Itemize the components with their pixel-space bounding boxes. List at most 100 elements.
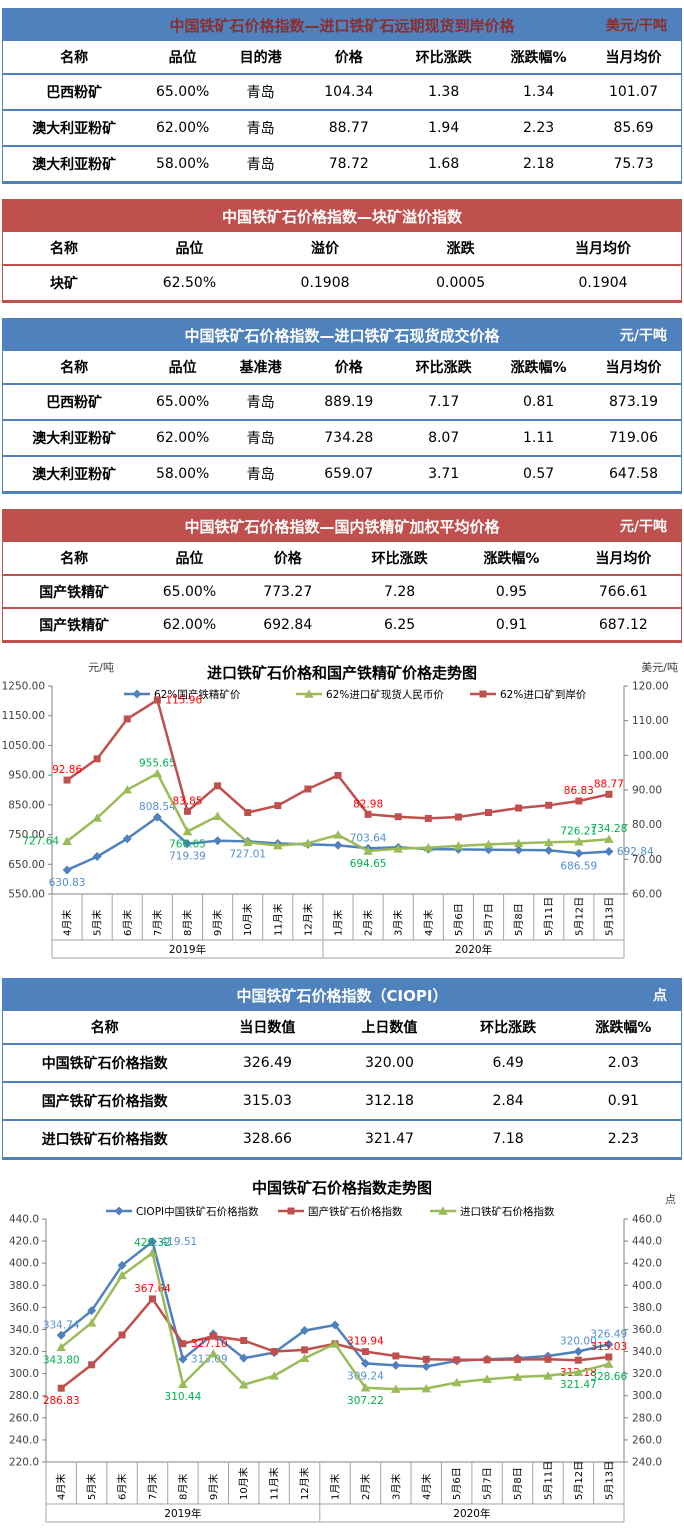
marker-square-icon: [574, 1356, 582, 1364]
y-axis-left-tick-label: 950.00: [8, 770, 45, 782]
x-axis-label: 5月12日: [573, 897, 585, 936]
x-axis-label: 12月末: [301, 903, 314, 936]
marker-triangle-icon: [242, 837, 253, 847]
x-axis-label: 4月末: [61, 910, 74, 936]
marker-triangle-icon: [604, 834, 614, 844]
marker-triangle-icon: [360, 1383, 371, 1392]
column-header: 目的港: [219, 41, 302, 75]
column-header: 环比涨跌: [396, 41, 492, 75]
marker-square-icon: [148, 1295, 156, 1303]
data-point-label: 367.64: [134, 1283, 171, 1295]
y-axis-left-tick-label: 360.0: [9, 1302, 39, 1314]
marker-triangle-icon: [92, 813, 102, 822]
x-axis-label: 2月末: [362, 910, 375, 936]
table-cell: 62.00%: [145, 110, 220, 147]
marker-triangle-icon: [238, 1380, 249, 1389]
table-header-bar: 中国铁矿石价格指数—进口铁矿石现货成交价格 元/干吨: [3, 319, 681, 351]
table-cell: 澳大利亚粉矿: [32, 157, 117, 173]
legend-item: CIOPI中国铁矿石价格指数: [106, 1205, 259, 1218]
marker-square-icon: [244, 809, 252, 817]
legend-label: 国产铁矿石价格指数: [308, 1205, 403, 1218]
marker-square-icon: [483, 1356, 491, 1364]
legend-item: 62%进口矿现货人民币价: [296, 688, 444, 701]
table-cell: 块矿: [50, 276, 79, 292]
table-cell: 8.07: [396, 420, 492, 457]
table-cell: 85.69: [586, 110, 681, 147]
data-table: 名称 当日数值 上日数值 环比涨跌 涨跌幅% 中国铁矿石价格指数 326.49 320.00 6…: [3, 1011, 681, 1157]
x-axis-label: 7月末: [151, 910, 164, 936]
left-axis-unit-label: 元/吨: [88, 661, 114, 674]
data-point-label: 313.09: [191, 1354, 228, 1366]
chart-title: 进口铁矿石价格和国产铁精矿价格走势图: [207, 664, 477, 682]
marker-square-icon: [209, 1332, 217, 1340]
column-header: 名称: [3, 232, 126, 266]
marker-diamond-icon: [544, 845, 554, 855]
legend-item: 62%国产铁精矿价: [124, 688, 241, 701]
table-cell: 62.00%: [162, 616, 217, 633]
data-point-label: 83.85: [172, 795, 202, 807]
x-axis-label: 5月7日: [482, 1467, 494, 1500]
data-point-label: 307.22: [347, 1395, 384, 1407]
marker-triangle-icon: [178, 1379, 188, 1388]
marker-triangle-icon: [574, 837, 584, 846]
data-point-label: 319.94: [347, 1336, 384, 1348]
x-axis: 4月末 5月末 6月末 7月末 8月末 9月末 10月末 11月末 12月末 1月末 2月末 3月末 4…: [51, 893, 625, 959]
table-cell: 澳大利亚粉矿: [3, 420, 146, 457]
data-point-label: 808.54: [139, 801, 176, 813]
table-cell: 澳大利亚粉矿: [3, 110, 146, 147]
marker-square-icon: [422, 1355, 430, 1363]
table-header-row: 名称 品位 溢价 涨跌 当月均价: [3, 232, 681, 266]
legend-item: 进口铁矿石价格指数: [430, 1205, 555, 1218]
x-axis-label: 5月13日: [603, 897, 615, 936]
marker-triangle-icon: [56, 1342, 67, 1352]
marker-triangle-icon: [451, 1377, 462, 1387]
marker-diamond-icon: [574, 848, 584, 858]
table-header-row: 名称 当日数值 上日数值 环比涨跌 涨跌幅%: [3, 1011, 681, 1045]
table-cell: 889.19: [301, 384, 397, 421]
marker-triangle-icon: [303, 838, 313, 847]
y-axis-right-tick-label: 120.00: [632, 681, 669, 693]
data-point-label: 320.00: [560, 1336, 597, 1348]
data-point-label: 727.64: [22, 836, 59, 848]
table-cell: 773.27: [233, 575, 342, 609]
marker-square-icon: [179, 1340, 187, 1348]
table-cell: 青岛: [219, 74, 302, 111]
marker-square-icon: [605, 790, 613, 798]
table-row: 澳大利亚粉矿 58.00% 青岛 78.72 1.68 2.18 75.73: [3, 146, 681, 181]
marker-diamond-icon: [178, 1354, 188, 1364]
column-header: 涨跌幅%: [491, 351, 587, 385]
marker-diamond-icon: [87, 1306, 97, 1316]
y-axis-right-tick-label: 420.0: [632, 1258, 662, 1270]
table-title: 中国铁矿石价格指数（CIOPI）: [236, 986, 448, 1005]
table-cell: 巴西粉矿: [3, 74, 146, 111]
marker-triangle-icon: [333, 830, 343, 839]
table-cell: 321.47: [364, 1131, 414, 1147]
marker-triangle-icon: [208, 1349, 219, 1358]
y-axis-left-tick-label: 340.0: [9, 1324, 39, 1336]
marker-diamond-icon: [514, 845, 524, 855]
marker-triangle-icon: [212, 811, 223, 820]
marker-triangle-icon: [543, 1371, 553, 1380]
marker-square-icon: [214, 782, 222, 790]
table-cell: 719.06: [586, 420, 681, 457]
y-axis-left-tick-label: 440.0: [9, 1214, 39, 1226]
marker-triangle-icon: [152, 768, 163, 778]
x-axis-label: 12月末: [298, 1467, 311, 1500]
table-cell: 青岛: [219, 110, 302, 147]
marker-triangle-icon: [438, 1206, 448, 1215]
table-unit: 美元/干吨: [605, 18, 667, 34]
table-title: 中国铁矿石价格指数—国内铁精矿加权平均价格: [184, 517, 500, 536]
series-0: 630.83 808.54 719.39 727.01 703.64 686.59 692.…: [49, 801, 654, 889]
y-axis-left-tick-label: 240.0: [9, 1434, 39, 1446]
y-axis-left-tick-label: 280.0: [9, 1390, 39, 1402]
y-axis-right-tick-label: 300.0: [632, 1390, 662, 1402]
data-table: 名称 品位 价格 环比涨跌 涨跌幅% 当月均价 国产铁精矿 65.00% 773.27 7.28 0…: [3, 542, 681, 640]
marker-triangle-icon: [513, 838, 524, 847]
marker-triangle-icon: [453, 841, 464, 850]
data-point-label: 88.77: [594, 778, 624, 790]
x-axis-label: 3月末: [392, 910, 405, 936]
data-point-label: 419.51: [161, 1236, 198, 1248]
marker-diamond-icon: [213, 836, 223, 846]
table-cell: 2.18: [522, 156, 555, 172]
